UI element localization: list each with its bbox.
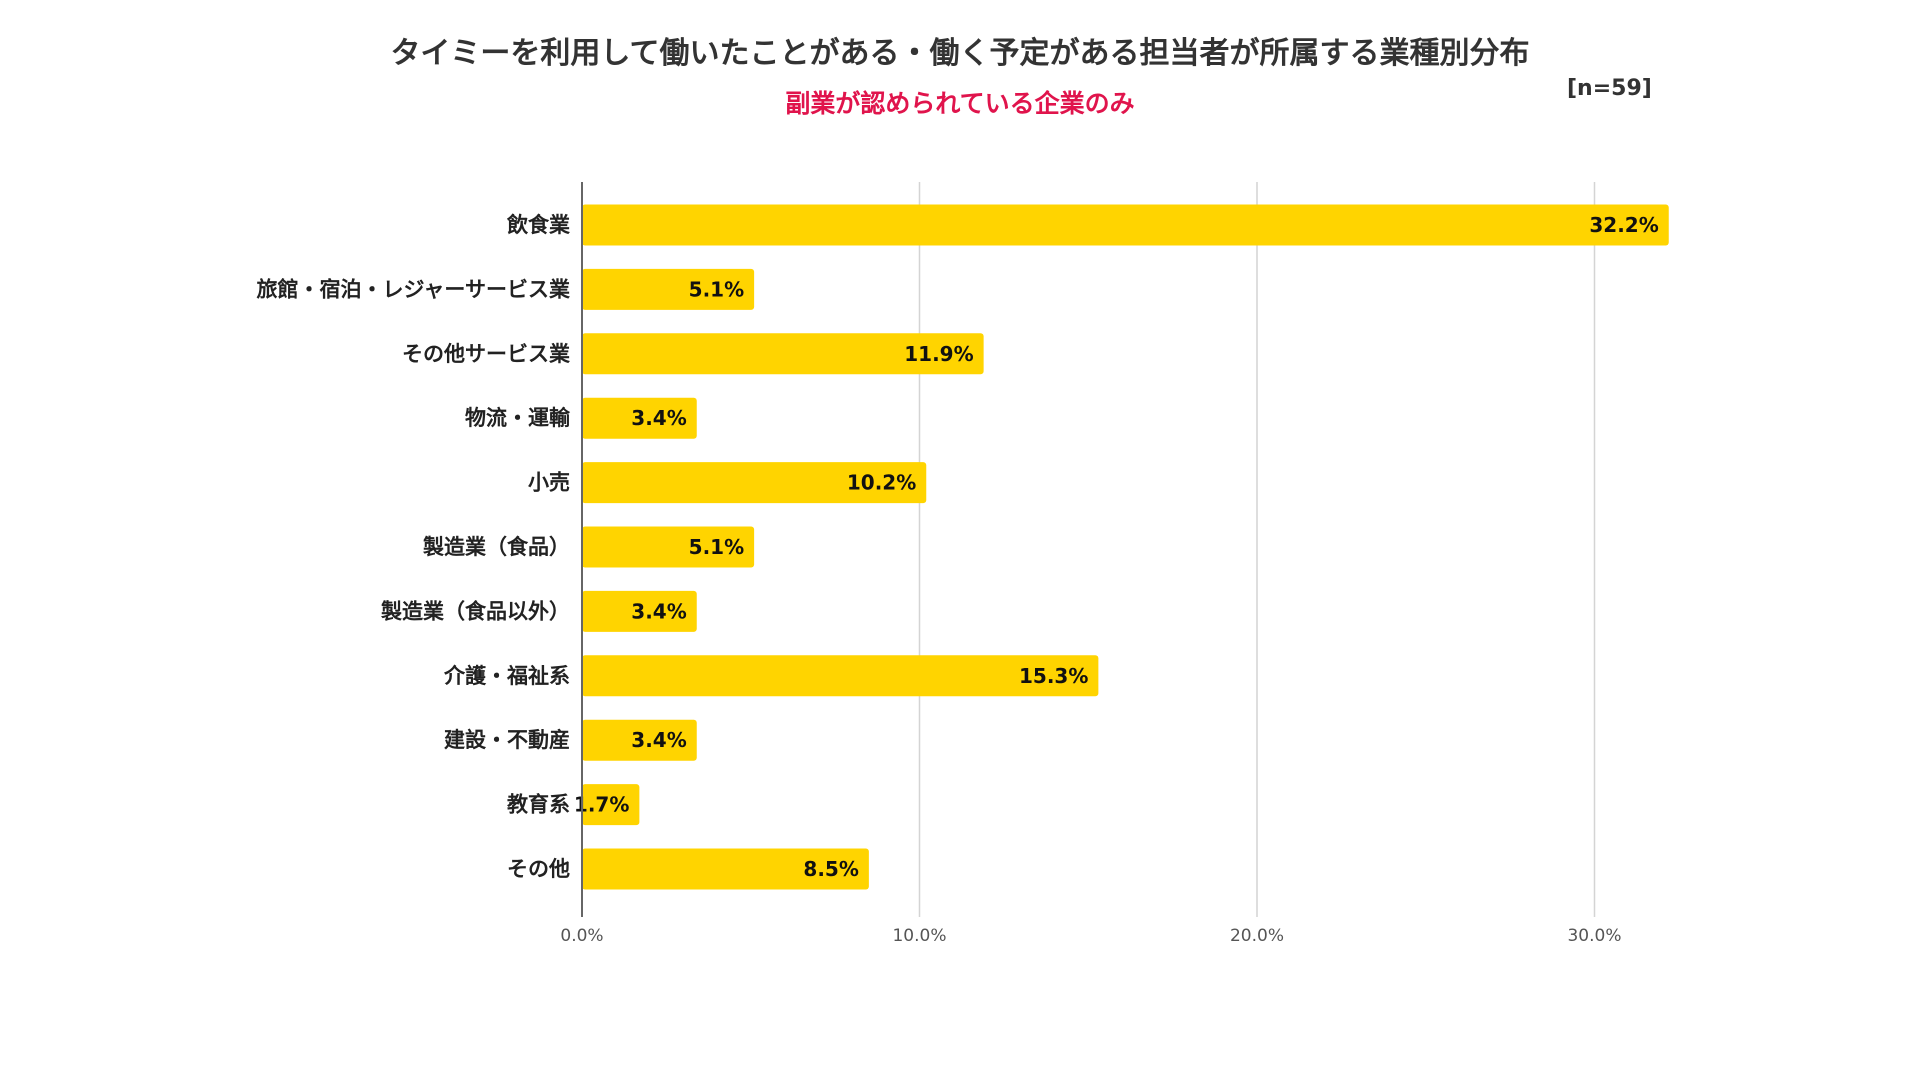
category-label: 介護・福祉系: [443, 664, 570, 688]
value-label: 5.1%: [689, 535, 744, 559]
category-label: その他: [507, 857, 570, 881]
category-label: その他サービス業: [402, 342, 571, 366]
value-label: 3.4%: [631, 599, 686, 623]
value-label: 32.2%: [1589, 213, 1658, 237]
category-label: 旅館・宿泊・レジャーサービス業: [256, 277, 571, 301]
category-label: 教育系: [507, 793, 570, 817]
bar: [582, 590, 697, 632]
bar: [582, 526, 755, 568]
chart-subtitle: 副業が認められている企業のみ: [785, 89, 1135, 118]
x-tick-label: 20.0%: [1230, 926, 1284, 946]
category-label: 物流・運輸: [465, 406, 571, 430]
value-label: 10.2%: [847, 471, 916, 495]
bar: [582, 719, 697, 761]
bar: [582, 397, 697, 439]
sample-size-label: [n=59]: [1567, 76, 1652, 101]
bar: [582, 462, 927, 504]
category-label: 製造業（食品以外）: [380, 599, 570, 623]
bar: [582, 333, 984, 375]
bar: [582, 848, 869, 890]
value-label: 1.7%: [574, 793, 629, 817]
value-label: 8.5%: [803, 857, 858, 881]
chart-title: タイミーを利用して働いたことがある・働く予定がある担当者が所属する業種別分布: [390, 36, 1530, 71]
category-label: 小売: [528, 471, 570, 495]
category-label: 飲食業: [506, 213, 571, 237]
x-tick-label: 10.0%: [892, 926, 946, 946]
category-label: 製造業（食品）: [422, 535, 570, 559]
bar: [582, 655, 1099, 697]
bar: [582, 204, 1669, 246]
value-label: 15.3%: [1019, 664, 1088, 688]
value-label: 11.9%: [904, 342, 973, 366]
value-label: 5.1%: [689, 277, 744, 301]
bar: [582, 268, 755, 310]
category-label: 建設・不動産: [444, 728, 570, 752]
value-label: 3.4%: [631, 406, 686, 430]
x-tick-label: 30.0%: [1567, 926, 1621, 946]
value-label: 3.4%: [631, 728, 686, 752]
x-tick-label: 0.0%: [560, 926, 603, 946]
bar: [582, 784, 640, 826]
